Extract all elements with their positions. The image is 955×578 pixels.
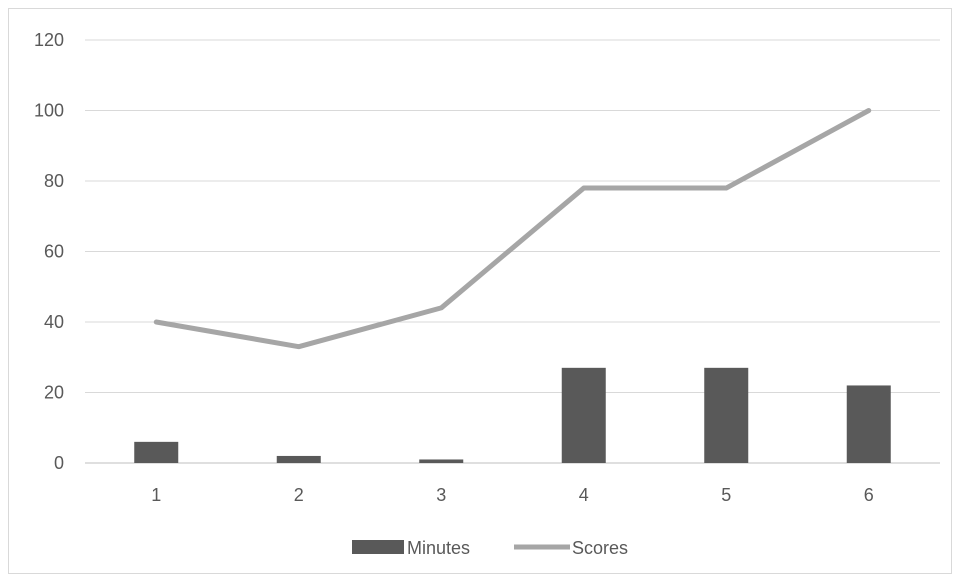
x-tick-label: 1: [151, 485, 161, 505]
bar-minutes: [846, 385, 891, 463]
line-scores: [153, 108, 872, 350]
x-tick-label: 3: [436, 485, 446, 505]
x-tick-label: 6: [864, 485, 874, 505]
y-tick-label: 80: [44, 171, 64, 191]
gridlines: [85, 39, 940, 464]
legend: Minutes Scores: [352, 538, 628, 558]
legend-label-minutes: Minutes: [407, 538, 470, 558]
x-axis-ticks: 1 2 3 4 5 6: [151, 485, 874, 505]
bar-minutes: [419, 459, 464, 463]
x-tick-label: 2: [294, 485, 304, 505]
bar-minutes: [704, 367, 749, 463]
line-series-scores: [153, 108, 872, 350]
y-tick-label: 20: [44, 383, 64, 403]
y-tick-label: 40: [44, 312, 64, 332]
chart-frame: [8, 8, 952, 574]
legend-swatch-minutes: [352, 540, 404, 554]
bar-minutes: [134, 441, 179, 463]
y-tick-label: 120: [34, 30, 64, 50]
y-tick-label: 0: [54, 453, 64, 473]
legend-label-scores: Scores: [572, 538, 628, 558]
x-tick-label: 4: [579, 485, 589, 505]
y-tick-label: 60: [44, 242, 64, 262]
y-axis-ticks: 0 20 40 60 80 100 120: [34, 30, 64, 473]
bar-minutes: [561, 367, 606, 463]
y-tick-label: 100: [34, 101, 64, 121]
bar-minutes: [276, 455, 321, 463]
x-tick-label: 5: [721, 485, 731, 505]
bar-series-minutes: [134, 367, 891, 463]
